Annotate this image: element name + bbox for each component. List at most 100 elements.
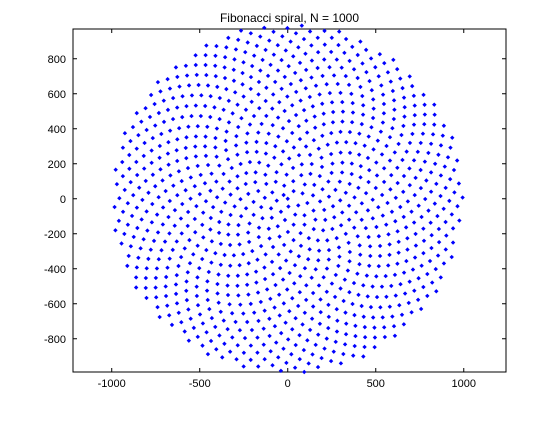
data-point (218, 241, 224, 247)
x-tick-label: 500 (367, 378, 385, 390)
data-point (254, 139, 259, 145)
data-point (317, 92, 322, 97)
data-point (425, 293, 430, 299)
data-point (381, 179, 387, 185)
data-point (185, 165, 191, 171)
data-point (235, 174, 240, 179)
data-point (321, 111, 326, 116)
data-point (127, 152, 132, 158)
data-point (276, 134, 281, 139)
data-point (356, 185, 361, 191)
data-point (214, 154, 219, 159)
data-point (402, 104, 407, 110)
data-point (296, 254, 302, 259)
data-point (289, 103, 295, 108)
data-point (432, 201, 438, 206)
data-point (333, 339, 338, 345)
data-point (382, 60, 387, 66)
data-point (180, 94, 185, 99)
data-point (319, 164, 325, 170)
data-point (277, 234, 282, 239)
data-point (163, 274, 169, 280)
data-point (341, 351, 346, 357)
data-point (389, 283, 394, 289)
data-point (310, 193, 316, 198)
data-point (303, 86, 308, 91)
data-point (219, 209, 224, 215)
data-point (312, 182, 317, 188)
data-point (284, 360, 289, 366)
data-point (128, 244, 134, 249)
y-tick-label: 200 (48, 159, 66, 171)
data-point (238, 302, 243, 307)
data-point (311, 208, 316, 213)
data-point (150, 135, 155, 141)
data-point (188, 196, 193, 201)
data-point (263, 47, 268, 53)
data-point (443, 247, 448, 252)
data-point (443, 219, 448, 225)
data-point (329, 35, 335, 40)
data-point (204, 288, 210, 293)
data-point (338, 223, 344, 228)
data-point (144, 266, 149, 271)
data-point (349, 91, 354, 97)
data-point (239, 116, 244, 121)
data-point (347, 181, 352, 187)
data-point (410, 267, 416, 272)
data-point (349, 161, 355, 166)
data-point (334, 329, 340, 334)
data-point (308, 171, 313, 177)
data-point (396, 250, 401, 255)
data-point (285, 229, 291, 235)
data-point (370, 115, 376, 121)
data-point (186, 83, 192, 88)
data-point (225, 326, 230, 332)
data-point (161, 98, 166, 103)
data-point (270, 244, 276, 250)
data-point (384, 222, 389, 227)
data-point (299, 162, 305, 167)
data-point (257, 105, 262, 111)
data-point (217, 333, 222, 338)
data-point (336, 245, 342, 250)
data-point (396, 141, 401, 147)
data-point (407, 279, 412, 284)
data-point (229, 165, 234, 171)
data-point (268, 349, 273, 354)
data-point (274, 198, 279, 203)
data-point (141, 153, 146, 159)
data-point (328, 151, 334, 157)
data-point (205, 279, 210, 284)
data-point (376, 234, 382, 239)
data-point (351, 280, 357, 286)
data-point (293, 31, 299, 36)
data-point (184, 73, 190, 78)
data-point (205, 83, 211, 88)
data-point (275, 224, 280, 229)
data-point (249, 327, 255, 333)
data-point (367, 244, 373, 249)
data-point (273, 144, 278, 149)
data-point (139, 217, 144, 222)
data-point (195, 124, 200, 129)
data-point (330, 109, 336, 115)
data-point (407, 140, 413, 146)
data-point (320, 73, 325, 79)
data-point (155, 304, 160, 310)
data-point (298, 98, 303, 103)
data-point (373, 65, 378, 70)
data-point (163, 188, 168, 194)
data-point (279, 162, 284, 167)
data-point (376, 205, 381, 210)
data-point (136, 132, 141, 138)
data-point (384, 294, 389, 299)
data-point (336, 263, 341, 269)
data-point (262, 195, 268, 201)
data-point (289, 352, 294, 357)
data-point (206, 269, 212, 275)
data-point (353, 333, 358, 339)
data-point (305, 338, 310, 343)
data-point (313, 342, 318, 348)
data-point (401, 95, 407, 100)
